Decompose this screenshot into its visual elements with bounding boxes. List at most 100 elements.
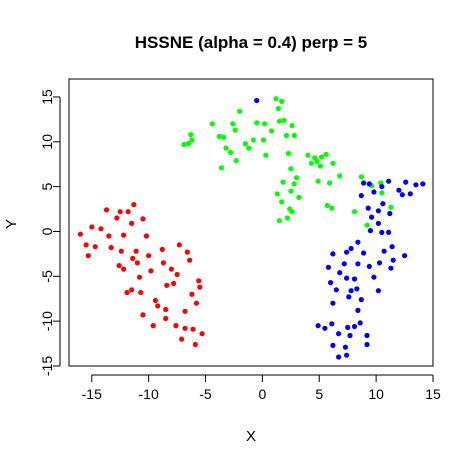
data-point xyxy=(344,275,350,281)
data-point xyxy=(190,326,196,332)
data-point xyxy=(242,141,248,147)
data-point xyxy=(308,160,314,166)
data-point xyxy=(289,123,295,129)
data-point xyxy=(330,160,336,166)
data-point xyxy=(114,215,120,221)
data-point xyxy=(317,163,323,169)
data-point xyxy=(387,210,393,217)
data-point xyxy=(182,308,188,314)
data-point xyxy=(364,341,370,348)
data-point xyxy=(106,233,112,239)
data-point xyxy=(237,108,243,114)
data-point xyxy=(420,181,426,187)
data-point xyxy=(291,181,297,187)
data-point xyxy=(381,248,387,254)
data-point xyxy=(367,228,373,234)
data-point xyxy=(314,158,320,165)
data-point xyxy=(163,315,169,322)
data-point xyxy=(276,118,282,124)
data-point xyxy=(148,268,154,274)
data-point xyxy=(386,229,392,235)
x-tick-label: 10 xyxy=(368,386,384,402)
data-point xyxy=(315,323,321,329)
data-point xyxy=(121,266,127,272)
data-point xyxy=(329,205,335,211)
data-point xyxy=(273,96,279,102)
data-point xyxy=(289,209,295,215)
data-point xyxy=(379,190,385,196)
data-point xyxy=(189,291,195,297)
data-point xyxy=(371,189,377,195)
data-point xyxy=(354,286,360,292)
data-point xyxy=(129,220,135,226)
y-tick-label: -15 xyxy=(39,356,55,376)
data-point xyxy=(402,253,408,259)
data-point xyxy=(268,128,275,134)
data-point xyxy=(118,248,124,254)
data-point xyxy=(108,245,114,251)
x-tick-label: -15 xyxy=(82,386,102,402)
x-tick-label: -10 xyxy=(139,386,159,402)
data-point xyxy=(407,191,413,197)
data-point xyxy=(262,121,268,127)
data-point xyxy=(284,215,290,221)
data-point xyxy=(85,253,91,259)
data-point xyxy=(150,323,156,329)
data-point xyxy=(358,297,364,303)
data-point xyxy=(325,264,331,270)
data-point xyxy=(260,137,267,143)
y-axis-label: Y xyxy=(3,219,20,229)
data-point xyxy=(351,276,358,282)
data-point xyxy=(388,204,394,210)
data-point xyxy=(209,121,215,127)
data-point xyxy=(117,209,123,215)
y-tick-label: 10 xyxy=(39,134,55,150)
data-point xyxy=(336,354,342,360)
data-point xyxy=(330,342,336,348)
data-point xyxy=(221,134,227,140)
y-tick-label: -10 xyxy=(39,311,55,331)
data-point xyxy=(358,174,364,180)
data-point xyxy=(168,266,174,272)
data-point xyxy=(361,180,367,186)
data-point xyxy=(143,233,149,239)
data-point xyxy=(233,158,239,164)
data-point xyxy=(116,263,122,269)
y-tick-label: 0 xyxy=(39,227,55,235)
data-point xyxy=(280,179,286,185)
data-point xyxy=(342,344,348,350)
data-point xyxy=(173,323,179,329)
data-point xyxy=(345,324,351,330)
data-point xyxy=(279,98,285,104)
data-point xyxy=(291,132,297,139)
y-axis: -15 -10 -5 0 5 10 15 xyxy=(39,89,61,376)
data-point xyxy=(254,97,260,104)
data-point xyxy=(83,242,89,248)
data-point xyxy=(315,178,321,184)
data-point xyxy=(293,175,300,181)
data-point xyxy=(181,141,187,148)
x-tick-label: 0 xyxy=(258,386,266,402)
data-point xyxy=(347,332,353,339)
data-point xyxy=(227,149,234,156)
data-point xyxy=(138,289,144,296)
data-point xyxy=(216,133,222,139)
data-point xyxy=(344,249,350,255)
data-point xyxy=(318,154,325,160)
data-point xyxy=(155,303,161,309)
data-point xyxy=(355,261,361,267)
x-tick-label: -5 xyxy=(199,386,212,402)
data-point xyxy=(337,173,343,179)
data-point xyxy=(140,312,146,318)
y-tick-label: -5 xyxy=(39,270,55,283)
data-point xyxy=(365,205,371,211)
data-point xyxy=(89,224,95,230)
data-point xyxy=(322,325,328,331)
y-tick-label: 5 xyxy=(39,183,55,191)
data-point xyxy=(196,278,202,284)
data-point xyxy=(328,280,334,286)
data-point xyxy=(121,232,127,238)
data-point xyxy=(379,229,385,235)
data-point xyxy=(346,294,352,300)
data-point xyxy=(369,214,375,220)
